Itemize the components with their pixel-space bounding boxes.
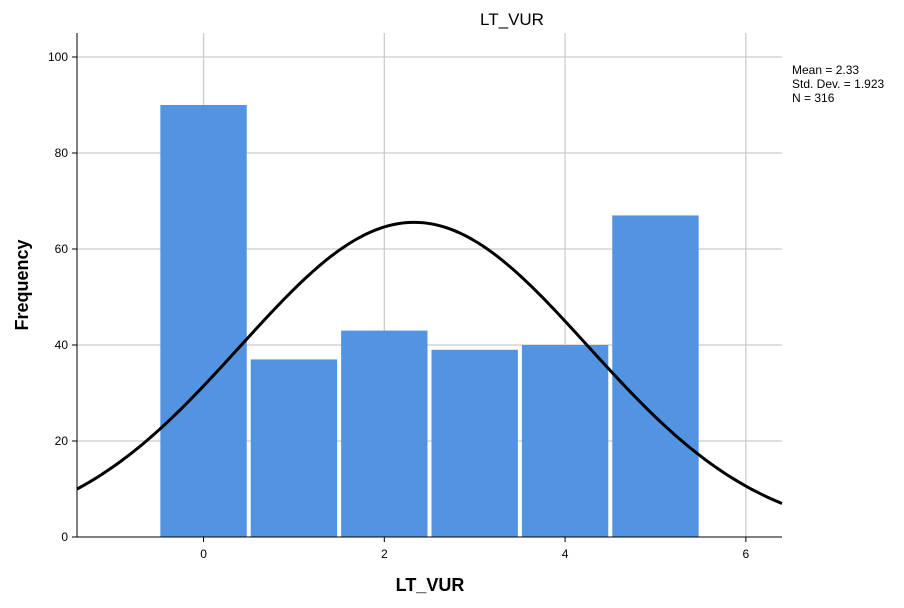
chart-title: LT_VUR — [480, 10, 544, 29]
axes: 0 20 40 60 80 100 0 2 4 6 — [48, 33, 782, 561]
x-tick-label: 4 — [562, 547, 569, 561]
x-tick-label: 6 — [743, 547, 750, 561]
y-tick-label: 80 — [55, 146, 69, 160]
stats-std-dev: Std. Dev. = 1.923 — [792, 77, 884, 91]
y-tick-label: 40 — [55, 338, 69, 352]
x-axis-title: LT_VUR — [396, 575, 465, 595]
x-tick-label: 0 — [200, 547, 207, 561]
stats-mean: Mean = 2.33 — [792, 63, 859, 77]
y-tick-label: 20 — [55, 434, 69, 448]
histogram-bar-1 — [250, 359, 338, 537]
y-axis-title: Frequency — [12, 239, 32, 330]
y-tick-label: 0 — [61, 530, 68, 544]
normal-curve — [76, 220, 783, 505]
histogram-bar-5 — [612, 215, 699, 537]
stats-n: N = 316 — [792, 91, 835, 105]
y-tick-label: 100 — [48, 50, 68, 64]
x-tick-label: 2 — [381, 547, 388, 561]
y-tick-label: 60 — [55, 242, 69, 256]
histogram-bar-2 — [341, 330, 428, 537]
labels: LT_VUR LT_VUR Frequency Mean = 2.33 Std.… — [12, 10, 884, 595]
histogram-bar-3 — [431, 349, 518, 537]
histogram-bar-4 — [521, 345, 609, 537]
normal-curve-layer — [76, 220, 783, 505]
bars — [160, 105, 699, 537]
histogram-bar-0 — [160, 105, 247, 537]
